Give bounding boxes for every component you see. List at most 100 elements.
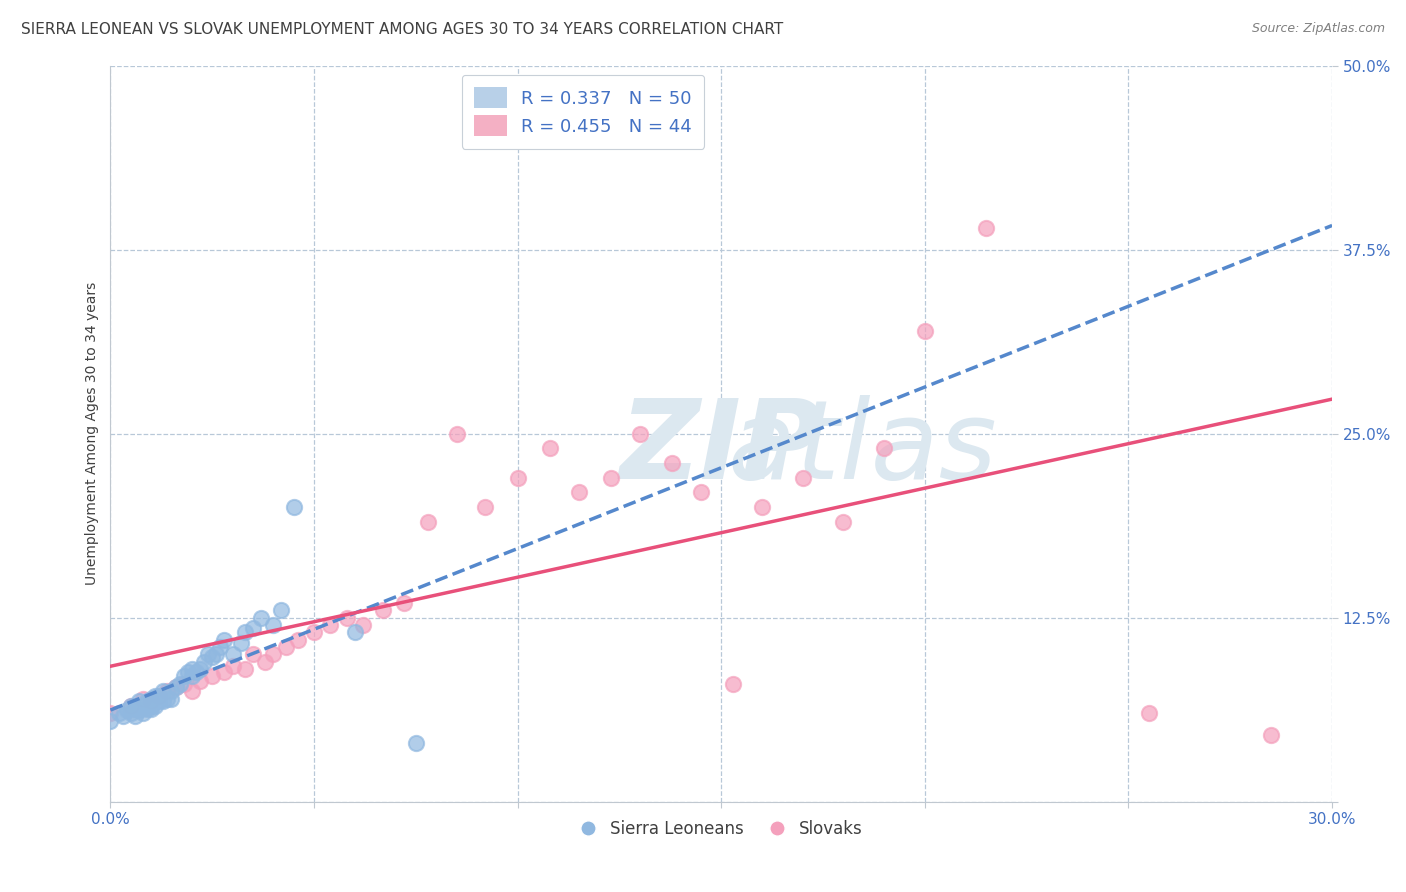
Point — [506, 471, 529, 485]
Point — [165, 680, 187, 694]
Point — [180, 662, 202, 676]
Point — [169, 677, 191, 691]
Point — [221, 648, 243, 662]
Point — [792, 471, 814, 485]
Text: Source: ZipAtlas.com: Source: ZipAtlas.com — [1251, 22, 1385, 36]
Point — [446, 426, 468, 441]
Point — [1137, 706, 1160, 721]
Point — [568, 485, 591, 500]
Point — [751, 500, 773, 515]
Point — [242, 648, 264, 662]
Point — [184, 665, 207, 679]
Point — [661, 456, 683, 470]
Point — [148, 689, 170, 703]
Point — [111, 709, 134, 723]
Y-axis label: Unemployment Among Ages 30 to 34 years: Unemployment Among Ages 30 to 34 years — [86, 282, 100, 585]
Point — [128, 703, 150, 717]
Point — [274, 640, 297, 654]
Point — [214, 665, 236, 679]
Point — [193, 655, 215, 669]
Point — [156, 691, 179, 706]
Point — [538, 442, 561, 456]
Point — [173, 677, 195, 691]
Point — [1260, 728, 1282, 742]
Point — [254, 655, 277, 669]
Point — [242, 621, 264, 635]
Point — [139, 698, 162, 713]
Point — [148, 694, 170, 708]
Point — [221, 659, 243, 673]
Point — [160, 684, 183, 698]
Point — [107, 706, 129, 721]
Legend: Sierra Leoneans, Slovaks: Sierra Leoneans, Slovaks — [574, 814, 869, 845]
Point — [173, 669, 195, 683]
Point — [689, 485, 711, 500]
Point — [723, 677, 745, 691]
Point — [600, 471, 623, 485]
Point — [132, 706, 155, 721]
Point — [233, 625, 256, 640]
Point — [139, 702, 162, 716]
Point — [214, 632, 236, 647]
Point — [201, 669, 224, 683]
Point — [205, 648, 228, 662]
Point — [352, 618, 374, 632]
Point — [262, 618, 284, 632]
Point — [100, 714, 122, 728]
Point — [262, 648, 284, 662]
Point — [100, 706, 122, 721]
Point — [250, 610, 273, 624]
Point — [128, 694, 150, 708]
Point — [287, 632, 309, 647]
Point — [873, 442, 896, 456]
Point — [283, 500, 305, 515]
Point — [148, 689, 170, 703]
Point — [974, 220, 997, 235]
Point — [152, 684, 174, 698]
Point — [177, 665, 200, 679]
Point — [143, 689, 166, 703]
Point — [120, 698, 142, 713]
Point — [373, 603, 395, 617]
Point — [319, 618, 342, 632]
Text: SIERRA LEONEAN VS SLOVAK UNEMPLOYMENT AMONG AGES 30 TO 34 YEARS CORRELATION CHAR: SIERRA LEONEAN VS SLOVAK UNEMPLOYMENT AM… — [21, 22, 783, 37]
Point — [832, 515, 855, 529]
Point — [197, 648, 219, 662]
Point — [160, 691, 183, 706]
Point — [165, 680, 187, 694]
Point — [136, 702, 159, 716]
Point — [270, 603, 292, 617]
Point — [124, 702, 146, 716]
Point — [156, 684, 179, 698]
Point — [132, 691, 155, 706]
Point — [392, 596, 415, 610]
Point — [115, 703, 138, 717]
Point — [405, 736, 427, 750]
Point — [124, 709, 146, 723]
Point — [336, 610, 359, 624]
Point — [180, 684, 202, 698]
Point — [628, 426, 651, 441]
Point — [188, 673, 211, 688]
Point — [136, 694, 159, 708]
Point — [143, 698, 166, 713]
Point — [139, 694, 162, 708]
Point — [343, 625, 366, 640]
Point — [233, 662, 256, 676]
Point — [416, 515, 439, 529]
Point — [209, 640, 232, 654]
Point — [229, 635, 252, 649]
Point — [302, 625, 325, 640]
Point — [474, 500, 496, 515]
Point — [188, 662, 211, 676]
Point — [120, 706, 142, 721]
Point — [132, 698, 155, 713]
Point — [914, 324, 936, 338]
Point — [139, 691, 162, 706]
Point — [152, 694, 174, 708]
Point — [180, 669, 202, 683]
Point — [201, 650, 224, 665]
Text: atlas: atlas — [446, 395, 997, 502]
Text: ZIP: ZIP — [620, 395, 823, 502]
Point — [120, 698, 142, 713]
